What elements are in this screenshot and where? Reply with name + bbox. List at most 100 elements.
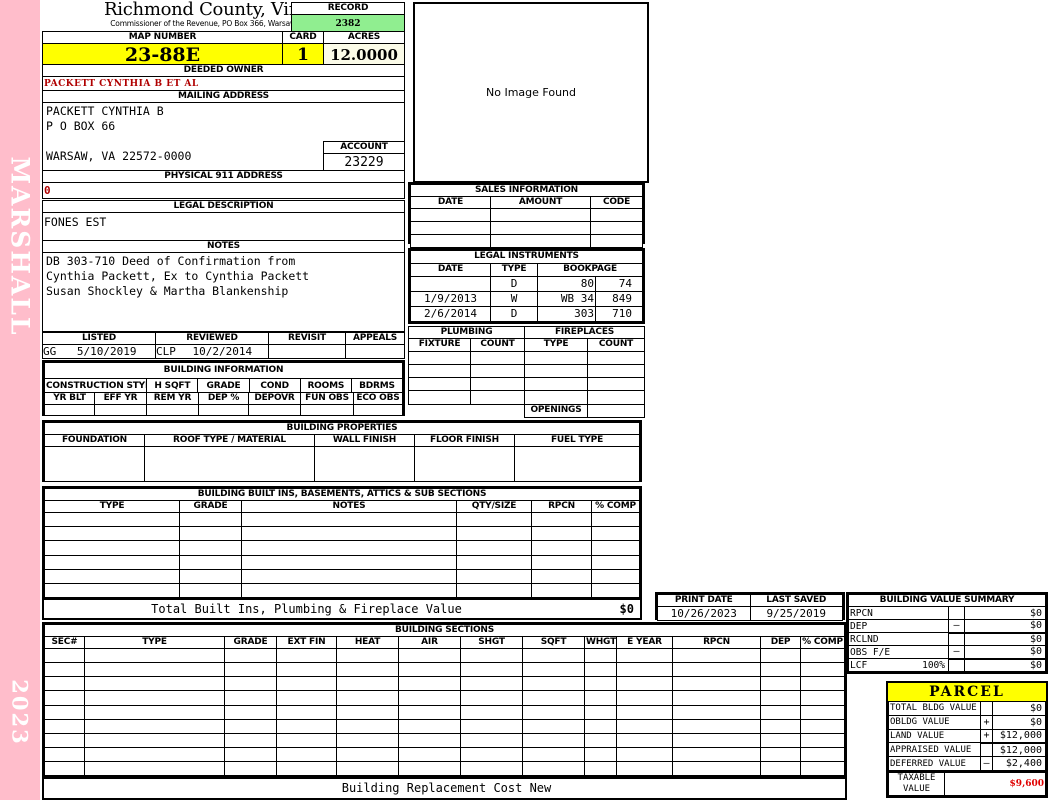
building-sections-cell: [584, 704, 617, 720]
bvs-sign: [948, 632, 965, 646]
last-saved-value: 9/25/2019: [749, 606, 843, 621]
bi-dep-value: [198, 404, 249, 416]
building-sections-header-7: SQFT: [522, 636, 585, 650]
account-label: ACCOUNT: [323, 141, 405, 154]
left-margin-strip: MARSHALL 2023: [0, 0, 40, 800]
building-sections-cell: [800, 662, 845, 678]
building-sections-cell: [84, 746, 225, 762]
li-type: D: [490, 275, 538, 292]
building-sections-cell: [336, 718, 399, 734]
page-subtitle: Commissioner of the Revenue, PO Box 366,…: [110, 19, 335, 28]
building-sections-cell: [800, 746, 845, 762]
built-ins-cell: [531, 568, 592, 584]
built-ins-cell: [456, 554, 532, 570]
li-page: 710: [595, 305, 643, 323]
building-sections-cell: [616, 704, 673, 720]
table-row: [408, 363, 645, 379]
building-sections-label: BUILDING SECTIONS: [44, 623, 845, 638]
notes-block: NOTES DB 303-710 Deed of Confirmation fr…: [42, 240, 405, 332]
last-saved-label: LAST SAVED: [749, 594, 843, 607]
table-row: DEP – $0: [848, 619, 1046, 634]
deeded-owner-block: DEEDED OWNER PACKETT CYNTHIA B ET AL: [42, 64, 405, 92]
legal-instruments-block: LEGAL INSTRUMENTS DATE TYPE BOOKPAGE D 80…: [408, 248, 645, 324]
bi-remyr-label: REM YR: [146, 392, 199, 405]
built-ins-header-5: % COMP: [591, 500, 640, 514]
li-type: D: [490, 305, 538, 323]
property-photo[interactable]: No Image Found: [413, 2, 649, 183]
building-sections-cell: [84, 704, 225, 720]
building-sections-cell: [800, 676, 845, 692]
card-label: CARD: [282, 31, 324, 44]
built-ins-cell: [531, 582, 592, 599]
map-number-value[interactable]: 23-88E: [42, 43, 283, 67]
building-sections-cell: [616, 760, 673, 777]
building-value-summary-block: BUILDING VALUE SUMMARY RPCN $0 DEP – $0 RCLND…: [846, 592, 1048, 674]
print-info-block: PRINT DATE LAST SAVED 10/26/2023 9/25/20…: [655, 592, 845, 621]
building-sections-cell: [800, 690, 845, 706]
building-sections-cell: [672, 662, 761, 678]
building-sections-cell: [672, 690, 761, 706]
fireplaces-count-label: COUNT: [587, 338, 645, 352]
building-sections-cell: [616, 732, 673, 748]
building-sections-cell: [522, 676, 585, 692]
plumbing-count: [470, 377, 525, 392]
sales-cell: [410, 221, 491, 235]
building-sections-cell: [672, 732, 761, 748]
acres-value[interactable]: 12.0000: [323, 43, 405, 67]
building-sections-cell: [522, 704, 585, 720]
building-sections-header-9: E YEAR: [616, 636, 673, 650]
table-row: [44, 746, 845, 762]
mailing-line-4: WARSAW, VA 22572-0000: [46, 149, 192, 163]
building-sections-cell: [224, 732, 277, 748]
plumbing-fixture: [408, 390, 471, 405]
built-ins-cell: [591, 554, 640, 570]
built-ins-cell: [44, 540, 180, 556]
building-sections-cell: [398, 676, 461, 692]
building-sections-block: BUILDING SECTIONS SEC# TYPE GRADE EXT FIN HE…: [42, 622, 847, 778]
plumbing-fixture: [408, 363, 471, 379]
sales-date-label: DATE: [410, 196, 491, 209]
bi-funobs-label: FUN OBS: [300, 392, 354, 405]
built-ins-cell: [241, 540, 457, 556]
building-sections-cell: [760, 704, 801, 720]
fireplaces-type-label: TYPE: [524, 338, 588, 352]
built-ins-cell: [456, 582, 532, 599]
building-sections-cell: [44, 746, 85, 762]
sales-cell: [490, 234, 591, 248]
li-page: 849: [595, 290, 643, 307]
bvs-sign: –: [948, 619, 965, 634]
li-date-label: DATE: [410, 262, 491, 277]
card-value[interactable]: 1: [282, 43, 324, 67]
fireplace-count: [587, 350, 645, 365]
account-block: ACCOUNT 23229: [323, 141, 405, 172]
building-sections-cell: [616, 676, 673, 692]
revisit-label: REVISIT: [268, 332, 346, 345]
building-sections-cell: [276, 690, 337, 706]
building-sections-header-4: HEAT: [336, 636, 399, 650]
bvs-value: $0: [964, 619, 1046, 634]
building-sections-header-5: AIR: [398, 636, 461, 650]
building-sections-cell: [672, 648, 761, 664]
plumbing-count: [470, 363, 525, 379]
building-sections-cell: [44, 676, 85, 692]
bi-bdrms-label: BDRMS: [350, 378, 404, 396]
building-sections-cell: [224, 648, 277, 664]
table-row: TOTAL BLDG VALUE $0: [888, 701, 1046, 716]
parcel-value: $12,000: [992, 742, 1046, 758]
table-row: [410, 221, 643, 235]
parcel-label: APPRAISED VALUE: [888, 742, 981, 758]
built-ins-cell: [591, 526, 640, 542]
print-date-label: PRINT DATE: [657, 594, 751, 607]
building-sections-cell: [460, 648, 523, 664]
bvs-label-cell: DEP: [848, 619, 949, 633]
building-sections-cell: [672, 704, 761, 720]
building-sections-cell: [44, 662, 85, 678]
legal-instruments-label: LEGAL INSTRUMENTS: [410, 250, 643, 264]
print-date-value: 10/26/2023: [657, 606, 751, 621]
sales-cell: [590, 221, 643, 235]
built-ins-cell: [531, 554, 592, 570]
appeals-label: APPEALS: [345, 332, 405, 345]
reviewed-cell: CLP 10/2/2014: [155, 344, 269, 359]
bvs-value: $0: [964, 645, 1046, 660]
building-sections-cell: [760, 690, 801, 706]
